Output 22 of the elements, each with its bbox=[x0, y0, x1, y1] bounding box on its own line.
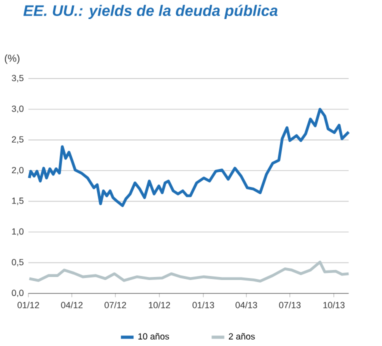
y-tick-label: 2,5 bbox=[12, 136, 24, 144]
y-tick-label: 3,0 bbox=[12, 105, 24, 113]
line-series bbox=[28, 260, 350, 282]
x-tick-label: 01/13 bbox=[192, 301, 214, 308]
x-tick-label: 04/13 bbox=[236, 301, 258, 308]
x-tick-label: 10/12 bbox=[148, 301, 170, 308]
x-tick-label: 07/13 bbox=[279, 301, 301, 308]
legend-label: 2 años bbox=[228, 332, 255, 340]
y-tick-label: 0,0 bbox=[12, 289, 24, 297]
y-tick-label: 0,5 bbox=[12, 258, 24, 266]
line-series bbox=[28, 108, 350, 207]
y-tick-label: 3,5 bbox=[12, 74, 24, 82]
x-tick-label: 07/12 bbox=[104, 301, 126, 308]
chart-title: EE. UU.: yields de la deuda pública bbox=[23, 4, 278, 19]
y-tick-label: 1,0 bbox=[12, 228, 24, 236]
x-tick-label: 10/13 bbox=[323, 301, 345, 308]
y-tick-label: 2,0 bbox=[12, 166, 24, 174]
legend-label: 10 años bbox=[138, 332, 170, 340]
x-tick-label: 04/12 bbox=[61, 301, 83, 308]
y-tick-label: 1,5 bbox=[12, 197, 24, 205]
y-axis-title: (%) bbox=[4, 54, 20, 64]
x-tick-label: 01/12 bbox=[18, 301, 40, 308]
